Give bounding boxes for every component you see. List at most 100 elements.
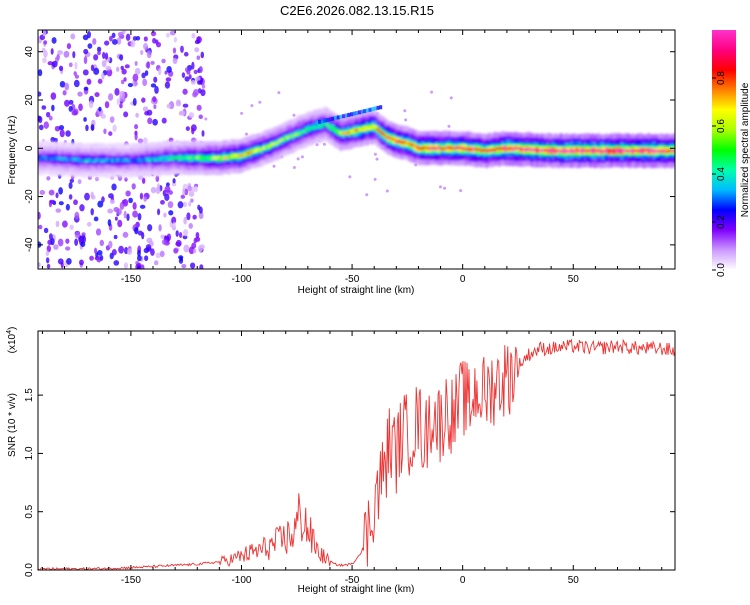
noise-speckle xyxy=(74,74,80,79)
ridge-cell xyxy=(323,122,327,126)
secondary-branch xyxy=(344,113,348,118)
ridge-cell xyxy=(368,126,372,130)
noise-speckle xyxy=(104,52,109,60)
noise-speckle xyxy=(79,204,85,212)
noise-speckle xyxy=(125,33,131,41)
ridge-cell xyxy=(641,149,645,153)
ridge-cell xyxy=(124,158,128,162)
noise-speckle xyxy=(78,259,84,266)
noise-speckle xyxy=(111,183,117,191)
noise-speckle xyxy=(117,219,123,228)
ridge-cell xyxy=(148,158,152,162)
secondary-branch xyxy=(336,115,340,120)
ridge-cell xyxy=(442,147,446,151)
noise-speckle xyxy=(177,201,184,209)
noise-speckle xyxy=(74,61,78,70)
noise-speckle xyxy=(375,157,379,161)
noise-speckle xyxy=(58,125,65,131)
ridge-cell xyxy=(38,156,40,160)
noise-speckle xyxy=(132,73,139,82)
noise-speckle xyxy=(152,118,158,126)
noise-speckle xyxy=(48,189,55,196)
noise-speckle xyxy=(63,50,70,58)
ridge-cell xyxy=(474,147,478,151)
ridge-cell xyxy=(302,130,306,133)
chart-title: C2E6.2026.082.13.15.R15 xyxy=(280,3,434,18)
noise-speckle xyxy=(196,80,203,85)
noise-speckle xyxy=(57,258,64,265)
ridge-cell xyxy=(530,148,534,152)
ridge-cell xyxy=(256,148,261,151)
noise-speckle xyxy=(140,264,145,269)
noise-speckle xyxy=(78,103,83,112)
ridge-cell xyxy=(60,157,64,161)
ridge-cell xyxy=(564,149,568,153)
noise-speckle xyxy=(68,182,73,189)
secondary-branch xyxy=(347,112,351,117)
noise-speckle xyxy=(145,61,151,69)
noise-speckle xyxy=(124,177,128,182)
ridge-cell xyxy=(538,149,542,153)
noise-speckle xyxy=(43,50,48,58)
noise-speckle xyxy=(132,202,137,210)
ridge-cell xyxy=(379,130,383,134)
noise-speckle xyxy=(38,91,42,97)
noise-speckle xyxy=(116,98,121,106)
noise-speckle xyxy=(98,106,102,112)
noise-speckle xyxy=(65,130,71,137)
ridge-cell xyxy=(410,143,415,147)
noise-speckle xyxy=(193,69,198,75)
ridge-cell xyxy=(341,131,346,135)
y-tick-label: 0.5 xyxy=(24,504,35,518)
noise-speckle xyxy=(96,46,102,53)
ridge-cell xyxy=(172,156,176,160)
noise-speckle xyxy=(123,210,127,219)
ridge-cell xyxy=(164,156,168,160)
noise-speckle xyxy=(58,65,64,72)
noise-speckle xyxy=(111,249,117,256)
noise-speckle xyxy=(197,245,203,253)
ridge-cell xyxy=(408,142,412,146)
noise-speckle xyxy=(71,110,78,116)
noise-speckle xyxy=(54,125,61,132)
secondary-branch xyxy=(318,119,322,124)
ridge-cell xyxy=(103,159,107,163)
ridge-cell xyxy=(490,148,494,152)
noise-speckle xyxy=(154,85,159,94)
noise-speckle xyxy=(88,100,94,109)
noise-speckle xyxy=(147,117,153,125)
ridge-cell xyxy=(533,148,537,152)
ridge-cell xyxy=(594,149,598,153)
ridge-cell xyxy=(617,149,622,153)
ridge-cell xyxy=(493,148,497,152)
noise-speckle xyxy=(84,192,90,201)
ridge-cell xyxy=(47,156,51,160)
ridge-cell xyxy=(548,149,553,153)
noise-speckle xyxy=(65,246,71,251)
noise-speckle xyxy=(100,114,106,119)
ridge-cell xyxy=(201,156,205,160)
snr-exponent-close: ) xyxy=(7,327,18,330)
ridge-cell xyxy=(291,134,295,138)
ridge-cell xyxy=(402,140,407,144)
x-tick-label: -50 xyxy=(345,575,360,586)
noise-speckle xyxy=(104,101,110,109)
noise-speckle xyxy=(172,222,176,229)
spectrogram-panel: -150 -100 -50 0 50 -40 -20 0 20 40 Height of str… xyxy=(7,29,676,296)
ridge-cell xyxy=(580,149,584,153)
ridge-cell xyxy=(118,158,123,162)
ridge-cell xyxy=(610,148,614,152)
ridge-cell xyxy=(360,128,364,132)
secondary-branch xyxy=(360,109,364,114)
ridge-cell xyxy=(174,156,178,160)
noise-speckle xyxy=(186,212,191,221)
ridge-cell xyxy=(503,146,507,150)
noise-speckle xyxy=(147,224,153,232)
ridge-cell xyxy=(477,148,481,152)
ridge-cell xyxy=(625,149,630,153)
noise-speckle xyxy=(150,60,155,65)
ridge-cell xyxy=(559,149,563,153)
ridge-cell xyxy=(432,146,436,150)
snr-plot-area xyxy=(38,338,675,570)
